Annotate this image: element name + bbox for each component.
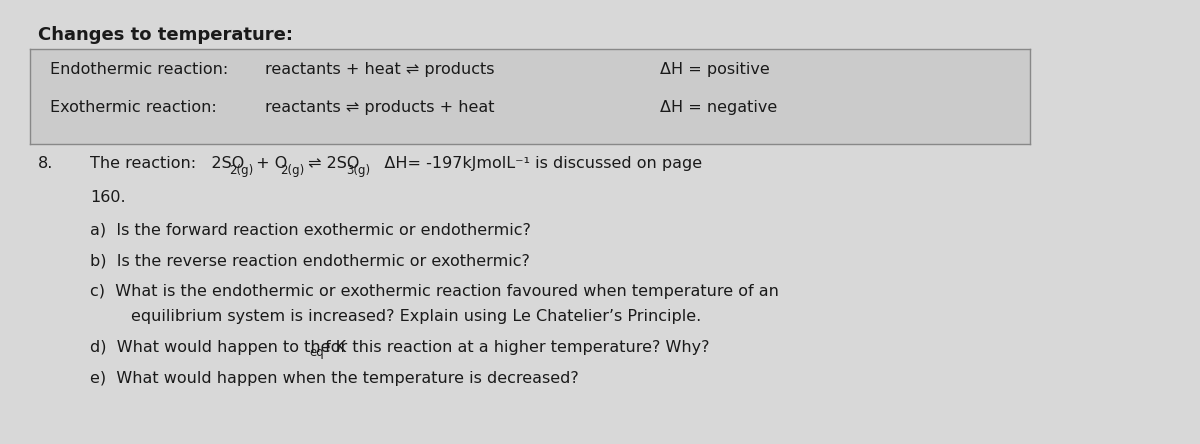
Text: Endothermic reaction:: Endothermic reaction: [50,62,228,77]
Text: 2(g): 2(g) [281,164,305,177]
Text: + O: + O [251,156,287,171]
Text: The reaction:   2SO: The reaction: 2SO [90,156,245,171]
Text: ΔH= -197kJmolL⁻¹ is discussed on page: ΔH= -197kJmolL⁻¹ is discussed on page [368,156,702,171]
Text: ⇌ 2SO: ⇌ 2SO [302,156,359,171]
Text: d)  What would happen to the K: d) What would happen to the K [90,340,346,355]
Text: Changes to temperature:: Changes to temperature: [38,26,293,44]
Text: eq: eq [310,346,324,359]
Text: e)  What would happen when the temperature is decreased?: e) What would happen when the temperatur… [90,371,578,386]
Text: 160.: 160. [90,190,126,205]
Text: b)  Is the reverse reaction endothermic or exothermic?: b) Is the reverse reaction endothermic o… [90,253,530,268]
Text: 3(g): 3(g) [347,164,371,177]
Text: c)  What is the endothermic or exothermic reaction favoured when temperature of : c) What is the endothermic or exothermic… [90,284,779,299]
Text: a)  Is the forward reaction exothermic or endothermic?: a) Is the forward reaction exothermic or… [90,222,530,237]
Text: reactants ⇌ products + heat: reactants ⇌ products + heat [265,100,494,115]
Text: ΔH = positive: ΔH = positive [660,62,769,77]
Text: for this reaction at a higher temperature? Why?: for this reaction at a higher temperatur… [320,340,709,355]
Text: ΔH = negative: ΔH = negative [660,100,778,115]
Text: 8.: 8. [38,156,53,171]
Text: equilibrium system is increased? Explain using Le Chatelier’s Principle.: equilibrium system is increased? Explain… [90,309,701,324]
Text: reactants + heat ⇌ products: reactants + heat ⇌ products [265,62,494,77]
Text: Exothermic reaction:: Exothermic reaction: [50,100,217,115]
Text: 2(g): 2(g) [229,164,253,177]
